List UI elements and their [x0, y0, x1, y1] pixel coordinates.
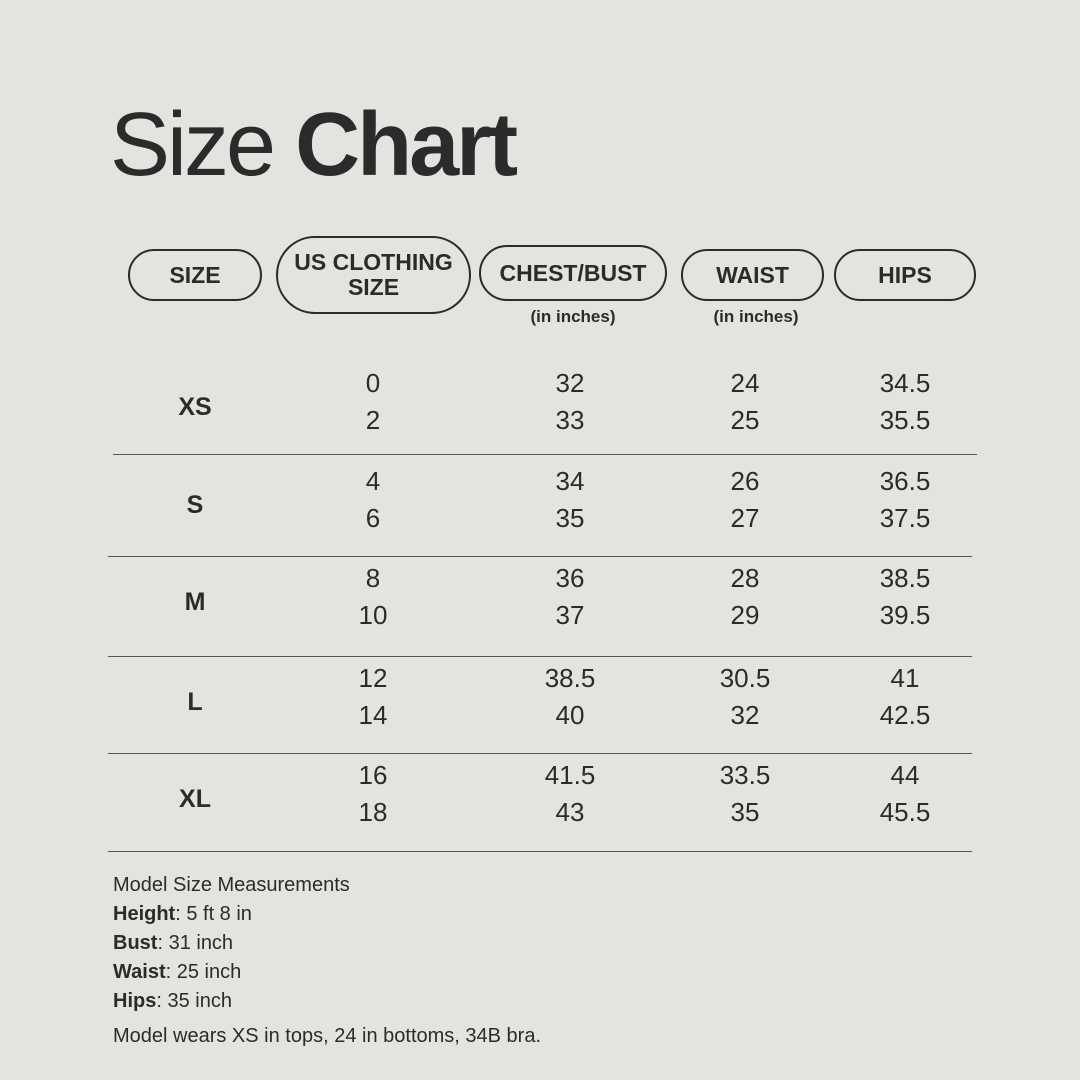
waist-value: 35 [730, 797, 760, 827]
size-label: XL [179, 785, 211, 813]
waist-value: 26 [730, 466, 760, 496]
chest-value: 38.5 [544, 663, 596, 693]
model-measurement: Hips: 35 inch [113, 990, 232, 1012]
us-value: 12 [358, 663, 388, 693]
cell-us: 12 14 [293, 660, 453, 734]
cell-hips: 34.5 35.5 [825, 365, 985, 439]
header-size: SIZE [128, 249, 262, 301]
hips-value: 35.5 [879, 405, 931, 435]
cell-chest: 38.5 40 [490, 660, 650, 734]
cell-us: 16 18 [293, 757, 453, 831]
row-divider [108, 656, 972, 657]
chest-value: 36 [555, 563, 585, 593]
waist-value: 24 [730, 368, 760, 398]
waist-value: 25 [730, 405, 760, 435]
cell-chest: 32 33 [490, 365, 650, 439]
size-label: S [186, 491, 204, 519]
row-divider [108, 556, 972, 557]
chest-value: 40 [555, 700, 585, 730]
us-value: 16 [358, 760, 388, 790]
cell-hips: 36.5 37.5 [825, 463, 985, 537]
hips-value: 38.5 [879, 563, 931, 593]
hips-value: 41 [890, 663, 920, 693]
hips-value: 37.5 [879, 503, 931, 533]
chest-value: 41.5 [544, 760, 596, 790]
chest-value: 32 [555, 368, 585, 398]
waist-value: 30.5 [719, 663, 771, 693]
hips-value: 36.5 [879, 466, 931, 496]
model-measurement: Bust: 31 inch [113, 932, 234, 954]
us-value: 10 [358, 600, 388, 630]
model-measurement: Height: 5 ft 8 in [113, 903, 252, 925]
model-measurement: Waist: 25 inch [113, 961, 242, 983]
waist-value: 28 [730, 563, 760, 593]
row-divider [108, 753, 972, 754]
cell-waist: 28 29 [665, 560, 825, 634]
chest-value: 34 [555, 466, 585, 496]
chest-value: 43 [555, 797, 585, 827]
cell-hips: 44 45.5 [825, 757, 985, 831]
chest-value: 37 [555, 600, 585, 630]
waist-value: 33.5 [719, 760, 771, 790]
size-label: L [187, 688, 203, 716]
size-label: M [184, 588, 206, 616]
model-heading: Model Size Measurements [113, 874, 350, 896]
cell-waist: 26 27 [665, 463, 825, 537]
row-divider [108, 851, 972, 852]
hips-value: 45.5 [879, 797, 931, 827]
cell-chest: 34 35 [490, 463, 650, 537]
us-value: 4 [365, 466, 381, 496]
cell-hips: 41 42.5 [825, 660, 985, 734]
chest-value: 35 [555, 503, 585, 533]
cell-chest: 36 37 [490, 560, 650, 634]
hips-value: 34.5 [879, 368, 931, 398]
header-chest-bust: CHEST/BUST [479, 245, 667, 301]
page-title: Size Chart [110, 95, 518, 195]
us-value: 2 [365, 405, 381, 435]
chest-value: 33 [555, 405, 585, 435]
us-value: 18 [358, 797, 388, 827]
waist-value: 27 [730, 503, 760, 533]
cell-waist: 30.5 32 [665, 660, 825, 734]
waist-value: 29 [730, 600, 760, 630]
cell-chest: 41.5 43 [490, 757, 650, 831]
cell-waist: 24 25 [665, 365, 825, 439]
cell-us: 8 10 [293, 560, 453, 634]
cell-hips: 38.5 39.5 [825, 560, 985, 634]
hips-value: 42.5 [879, 700, 931, 730]
cell-waist: 33.5 35 [665, 757, 825, 831]
header-us-clothing-size: US CLOTHING SIZE [276, 236, 471, 314]
us-value: 14 [358, 700, 388, 730]
size-label: XS [178, 393, 212, 421]
header-hips: HIPS [834, 249, 976, 301]
waist-value: 32 [730, 700, 760, 730]
hips-value: 44 [890, 760, 920, 790]
us-value: 8 [365, 563, 381, 593]
waist-unit: (in inches) [713, 307, 799, 326]
header-waist: WAIST [681, 249, 824, 301]
us-value: 0 [365, 368, 381, 398]
model-note: Model wears XS in tops, 24 in bottoms, 3… [113, 1025, 541, 1047]
us-value: 6 [365, 503, 381, 533]
hips-value: 39.5 [879, 600, 931, 630]
row-divider [113, 454, 977, 455]
chest-unit: (in inches) [530, 307, 616, 326]
